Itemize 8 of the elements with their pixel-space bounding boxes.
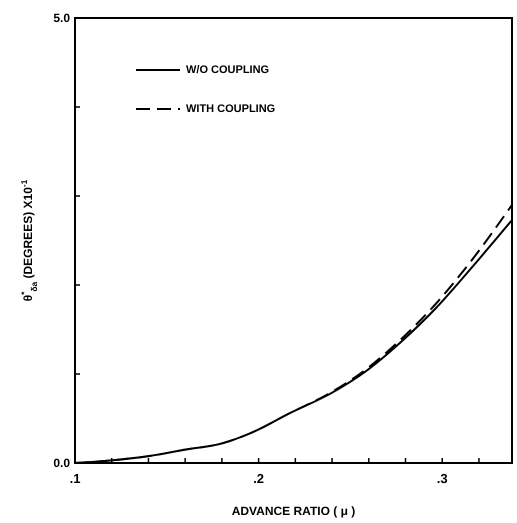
legend-label: W/O COUPLING [186, 64, 270, 76]
y-tick-label: 5.0 [53, 11, 70, 25]
x-tick-label: .2 [253, 471, 264, 486]
y-tick-label: 0.0 [53, 456, 70, 470]
x-axis-title: ADVANCE RATIO ( μ ) [232, 504, 356, 518]
x-tick-label: .3 [436, 471, 448, 486]
x-tick-label: .1 [70, 471, 80, 486]
legend-label: WITH COUPLING [186, 103, 276, 115]
